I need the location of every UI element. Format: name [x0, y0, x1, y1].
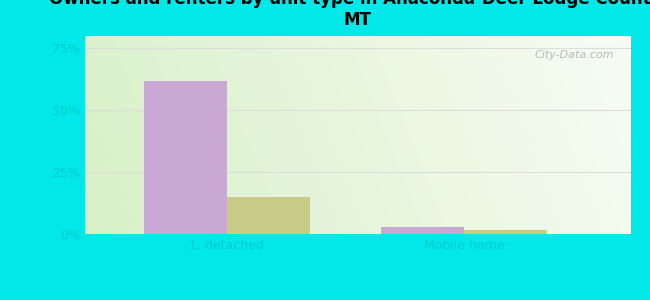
Bar	[382, 226, 464, 234]
Bar	[227, 197, 310, 234]
Bar	[464, 230, 547, 234]
Text: City-Data.com: City-Data.com	[534, 50, 614, 60]
Title: Owners and renters by unit type in Anaconda-Deer Lodge County,
MT: Owners and renters by unit type in Anaco…	[49, 0, 650, 29]
Bar	[144, 80, 227, 234]
